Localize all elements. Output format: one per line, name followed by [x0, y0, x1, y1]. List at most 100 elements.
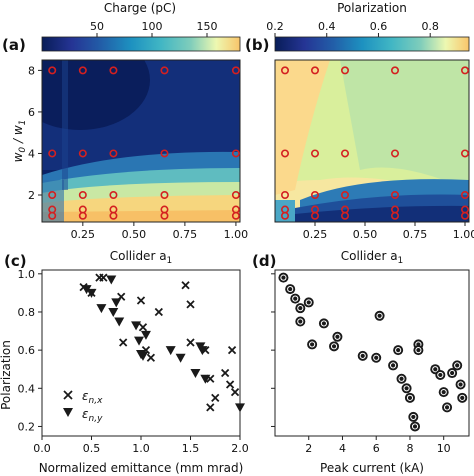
data-point-triangle [235, 403, 245, 413]
colorbar-a-bar [41, 36, 241, 52]
x-tick-label: 0.5 [83, 442, 101, 455]
y-tick-label: 2 [28, 189, 35, 202]
data-point-circle [404, 392, 415, 403]
y-tick-label: 0.8 [18, 306, 36, 319]
colorbar-a: Charge (pC) 50 100 150 [41, 1, 241, 52]
data-point-triangle [175, 353, 186, 363]
data-point-circle [374, 310, 385, 321]
svg-text:w0 / w1: w0 / w1 [11, 120, 28, 163]
y-tick-label: 0.4 [18, 382, 36, 395]
x-tick-label: 0.50 [353, 228, 378, 241]
data-point-x [154, 307, 163, 317]
scatter-d: 2 4 6 8 10 [271, 269, 470, 455]
legend-c-label-y: εn,y [82, 407, 103, 424]
panel-label-a: (a) [2, 36, 26, 54]
colorbar-tick-label: 0.4 [318, 20, 336, 33]
legend-c-marker-y [63, 408, 73, 417]
data-point-circle [295, 303, 306, 314]
data-point-triangle [200, 374, 211, 384]
colorbar-tick-label: 0.8 [421, 20, 439, 33]
data-point-triangle [190, 369, 201, 379]
sample-marker [340, 191, 349, 200]
data-point-triangle [108, 307, 119, 317]
data-point-circle [442, 402, 453, 413]
sample-marker [48, 205, 57, 214]
data-point-circle [329, 341, 340, 352]
sample-marker [109, 191, 118, 200]
data-point-circle [401, 383, 412, 394]
data-point-x [230, 387, 240, 397]
sample-marker [109, 205, 118, 214]
data-point-circle [278, 272, 289, 283]
sample-marker [390, 191, 399, 200]
sample-marker [460, 66, 469, 75]
xlabel-c: Normalized emittance (mm mrad) [39, 461, 244, 475]
y-tick-label: 0.2 [18, 420, 36, 433]
data-point-x [146, 353, 156, 362]
data-point-circle [303, 297, 314, 308]
sample-marker [78, 66, 87, 75]
colorbar-tick-label: 50 [90, 20, 104, 33]
legend-c-eps-y: ε [82, 407, 89, 421]
xlabel-b: Collider a1 [341, 249, 404, 266]
data-point-x [138, 323, 148, 332]
sample-marker [280, 191, 289, 200]
data-point-circle [435, 369, 446, 380]
data-point-x [211, 393, 220, 402]
sample-marker [160, 205, 169, 214]
sample-marker [231, 205, 240, 214]
data-point-x [227, 346, 237, 355]
ylabel-a-sub0: 0 [18, 147, 28, 153]
ylabel-c-text: Polarization [0, 340, 13, 410]
sample-marker [78, 205, 87, 214]
data-point-circle [408, 411, 419, 422]
data-point-x [225, 380, 235, 389]
data-point-x [119, 338, 128, 347]
sample-marker [340, 66, 349, 75]
xlabel-b-sub: 1 [398, 256, 404, 266]
colorbar-tick-label: 0.2 [266, 20, 284, 33]
ylabel-a-mid: / w [11, 125, 25, 147]
data-point-circle [447, 368, 458, 379]
colorbar-tick-label: 0.6 [370, 20, 388, 33]
legend-c-sub-y: n,y [89, 414, 104, 424]
x-tick-label: 8 [406, 442, 413, 455]
data-point-circle [413, 345, 424, 356]
y-tick-label: 0.6 [18, 344, 36, 357]
data-point-circle [438, 387, 449, 398]
y-tick-label: 8 [28, 64, 35, 77]
y-tick-label: 4 [28, 147, 35, 160]
x-tick-label: 1.00 [224, 228, 249, 241]
data-point-circle [295, 316, 306, 327]
data-point-circle [290, 293, 301, 304]
legend-c-sub-x: n,x [89, 396, 104, 406]
data-point-triangle [96, 304, 107, 314]
data-point-circle [410, 421, 421, 432]
ylabel-a-w0: w [11, 152, 25, 162]
y-tick-label: 1.0 [18, 268, 36, 281]
heatmap-a: 0.25 0.50 0.75 1.00 2 4 6 8 [28, 59, 249, 241]
sample-marker [390, 66, 399, 75]
data-point-triangle [81, 285, 92, 295]
colorbar-b-bar [274, 36, 470, 52]
data-point-circle [318, 318, 329, 329]
panel-label-d: (d) [252, 252, 276, 270]
data-point-triangle [197, 346, 208, 356]
sample-marker [160, 66, 169, 75]
sample-marker [390, 149, 399, 158]
sample-marker [460, 191, 469, 200]
sample-marker [78, 149, 87, 158]
sample-marker [280, 205, 289, 214]
x-tick-label: 0.25 [71, 228, 96, 241]
x-tick-label: 0.50 [122, 228, 147, 241]
x-tick-label: 0.75 [173, 228, 198, 241]
sample-marker [340, 149, 349, 158]
x-tick-label: 2 [305, 442, 312, 455]
sample-marker [280, 149, 289, 158]
x-tick-label: 0.0 [33, 442, 51, 455]
x-tick-label: 0.25 [303, 228, 328, 241]
x-tick-label: 1.00 [453, 228, 474, 241]
sample-marker [48, 191, 57, 200]
sample-marker [231, 191, 240, 200]
